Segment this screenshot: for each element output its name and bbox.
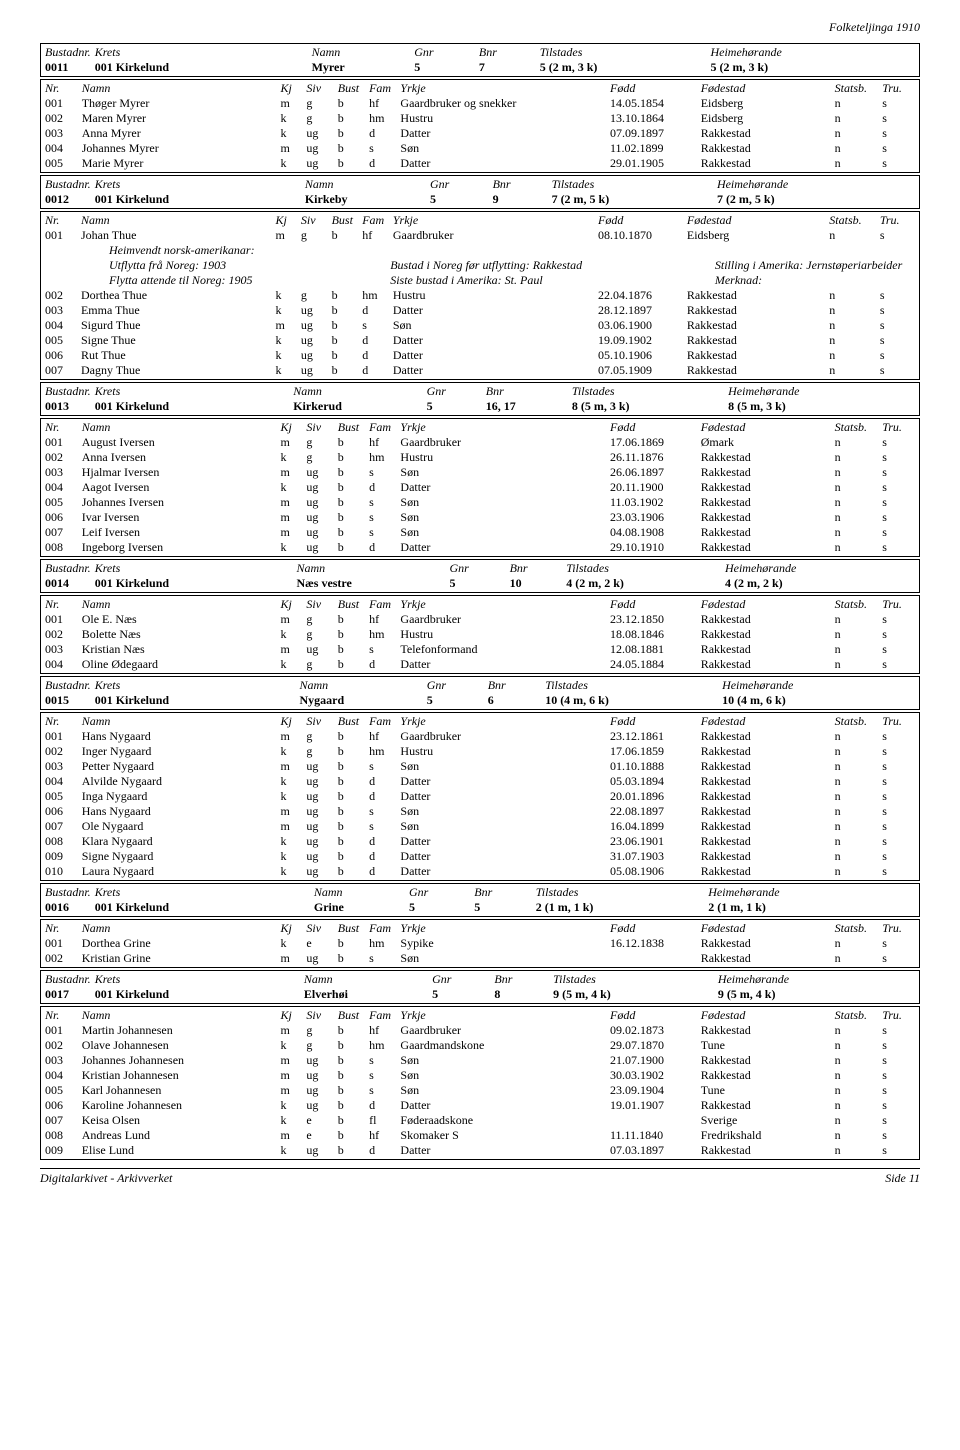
persons-block: Nr. Namn Kj Siv Bust Fam Yrkje Fødd Føde… bbox=[40, 1006, 920, 1160]
footer-left: Digitalarkivet - Arkivverket bbox=[40, 1171, 172, 1186]
bustad-block: Bustadnr. Krets Namn Gnr Bnr Tilstades H… bbox=[40, 676, 920, 710]
bustad-block: Bustadnr. Krets Namn Gnr Bnr Tilstades H… bbox=[40, 382, 920, 416]
bustad-block: Bustadnr. Krets Namn Gnr Bnr Tilstades H… bbox=[40, 883, 920, 917]
bustad-block: Bustadnr. Krets Namn Gnr Bnr Tilstades H… bbox=[40, 175, 920, 209]
bustad-block: Bustadnr. Krets Namn Gnr Bnr Tilstades H… bbox=[40, 43, 920, 77]
bustad-block: Bustadnr. Krets Namn Gnr Bnr Tilstades H… bbox=[40, 970, 920, 1004]
footer-right: Side 11 bbox=[885, 1171, 920, 1186]
persons-block: Nr. Namn Kj Siv Bust Fam Yrkje Fødd Føde… bbox=[40, 919, 920, 968]
persons-block: Nr. Namn Kj Siv Bust Fam Yrkje Fødd Føde… bbox=[40, 79, 920, 173]
bustad-block: Bustadnr. Krets Namn Gnr Bnr Tilstades H… bbox=[40, 559, 920, 593]
persons-block: Nr. Namn Kj Siv Bust Fam Yrkje Fødd Føde… bbox=[40, 418, 920, 557]
page-title: Folketeljinga 1910 bbox=[40, 20, 920, 35]
persons-block: Nr. Namn Kj Siv Bust Fam Yrkje Fødd Føde… bbox=[40, 712, 920, 881]
persons-block: Nr. Namn Kj Siv Bust Fam Yrkje Fødd Føde… bbox=[40, 595, 920, 674]
persons-block: Nr. Namn Kj Siv Bust Fam Yrkje Fødd Føde… bbox=[40, 211, 920, 380]
page-footer: Digitalarkivet - Arkivverket Side 11 bbox=[40, 1168, 920, 1186]
census-content: Bustadnr. Krets Namn Gnr Bnr Tilstades H… bbox=[40, 43, 920, 1160]
